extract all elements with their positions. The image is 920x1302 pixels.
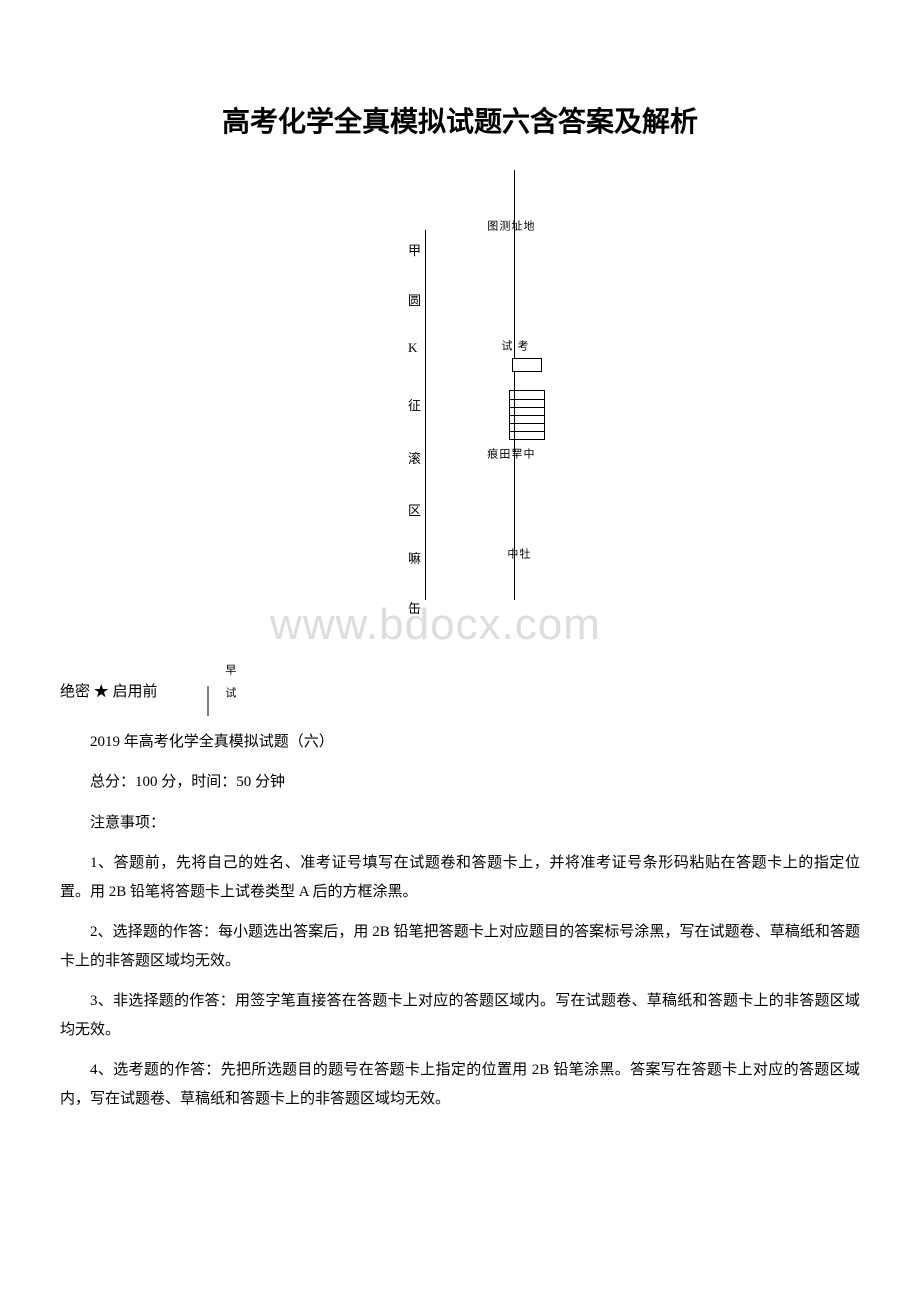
notice-item: 3、非选择题的作答：用签字笔直接答在答题卡上对应的答题区域内。写在试题卷、草稿纸… bbox=[60, 987, 860, 1044]
secret-text: 绝密 ★ 启用前 bbox=[60, 684, 158, 700]
notice-item: 2、选择题的作答：每小题选出答案后，用 2B 铅笔把答题卡上对应题目的答案标号涂… bbox=[60, 918, 860, 975]
divider-line bbox=[425, 230, 426, 600]
score-time: 总分：100 分，时间：50 分钟 bbox=[60, 768, 860, 797]
figure-label: 区 bbox=[408, 500, 421, 519]
figure-label: 地址 测图 bbox=[486, 220, 534, 240]
figure-label: 征 bbox=[408, 395, 421, 414]
exam-title: 2019 年高考化学全真模拟试题（六） bbox=[60, 728, 860, 757]
lined-box bbox=[509, 390, 545, 440]
figure-label: 早 试 bbox=[219, 664, 240, 698]
page-title: 高考化学全真模拟试题六含答案及解析 bbox=[60, 100, 860, 140]
vertical-mark-icon bbox=[201, 686, 215, 716]
notice-item: 1、答题前，先将自己的姓名、准考证号填写在试题卷和答题卡上，并将准考证号条形码粘… bbox=[60, 849, 860, 906]
figure-label: 嘛 bbox=[408, 548, 421, 567]
secret-label: 绝密 ★ 启用前 早 试 bbox=[60, 670, 860, 716]
figure-label: 中 䍐田 痕 bbox=[486, 448, 534, 459]
figure-label: 考试 bbox=[498, 340, 530, 351]
notice-header: 注意事项： bbox=[60, 809, 860, 838]
notice-item: 4、选考题的作答：先把所选题目的题号在答题卡上指定的位置用 2B 铅笔涂黑。答案… bbox=[60, 1056, 860, 1113]
figure-label: 滚 bbox=[408, 448, 421, 467]
answer-sheet-figure: 甲 地址 测图 圆 K 考试 征 滚 中 䍐田 痕 bbox=[330, 170, 590, 640]
figure-label: 甲 bbox=[408, 240, 421, 259]
input-box bbox=[512, 358, 542, 372]
figure-label: 缶 bbox=[408, 598, 421, 617]
figure-label: 圆 bbox=[408, 290, 421, 309]
figure-label: 牡 中 bbox=[506, 548, 530, 559]
figure-label: K bbox=[408, 340, 417, 356]
